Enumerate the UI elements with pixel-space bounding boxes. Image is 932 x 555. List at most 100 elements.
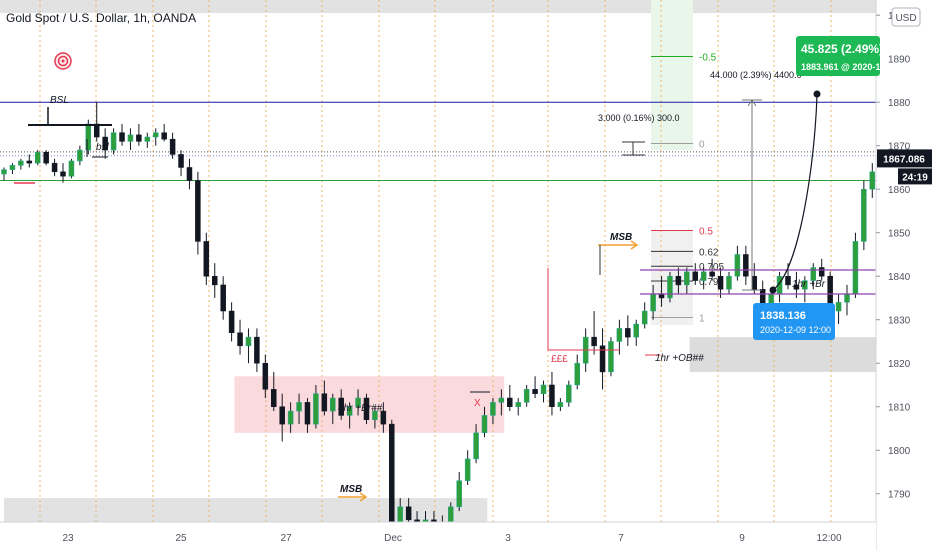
countdown-badge-box [898,168,932,185]
candle-body-14 [119,132,125,142]
candle-82 [692,263,699,285]
candle-27 [228,302,235,342]
candle-body-59 [498,397,505,403]
candle-7 [60,163,66,183]
candle-56 [473,424,479,464]
candle-body-19 [161,132,167,140]
fib-label-0: -0.5 [699,53,717,64]
candle-45 [380,402,387,433]
candle-39 [330,393,336,425]
candle-body-89 [751,275,758,290]
price-axis: 1790 1800 1810 1820 1830 1840 1850 1860 1870 1880… [875,0,932,550]
entry-badge-box [753,303,835,340]
candle-body-61 [515,402,521,407]
countdown-badge: 24:19 [902,172,928,183]
candle-102 [861,180,867,251]
candle-body-29 [245,336,252,347]
chart-title: Gold Spot / U.S. Dollar, 1h, OANDA [6,11,196,25]
current-price-badge-box [877,149,932,168]
price-tick-label-1: 1800 [888,446,911,457]
candle-60 [507,384,513,412]
entry-badge-datetime: 2020-12-09 12:00 [760,325,831,335]
candle-61 [515,398,521,416]
candle-28 [237,319,243,355]
candle-body-67 [566,384,572,403]
candle-62 [523,384,530,407]
candle-body-31 [262,362,269,390]
candle-body-82 [692,271,699,281]
candle-body-42 [355,397,361,407]
candle-body-74 [625,328,631,338]
candle-34 [287,402,294,433]
candle-0 [1,167,7,181]
candle-body-99 [835,302,842,312]
candle-26 [220,276,226,320]
candle-body-13 [110,132,117,151]
candle-30 [254,328,260,372]
candle-35 [296,393,302,425]
candle-body-71 [599,345,606,373]
candle-body-68 [574,362,580,386]
candle-body-3 [26,160,33,164]
candle-65 [549,371,555,416]
candle-8 [68,158,75,179]
candle-25 [212,263,218,298]
price-tick-label-6: 1850 [888,229,911,240]
candle-body-41 [346,406,353,416]
zone-bottom-band [4,498,488,522]
candle-body-80 [675,275,682,286]
currency-badge[interactable]: USD [895,13,916,24]
candle-body-8 [68,160,75,177]
candle-87 [734,245,741,281]
badges-layer: USD 1867.086 24:19 45.825 (2.49%) 1883.961 @… [753,7,932,340]
candle-17 [144,132,151,148]
annotation-5: £££ [551,354,568,365]
candle-body-62 [523,389,530,403]
candle-85 [717,267,724,298]
candle-body-81 [684,271,690,286]
candle-body-37 [313,393,319,425]
candle-95 [802,276,808,303]
time-tick-label-1: 25 [175,533,187,544]
candle-body-57 [481,415,488,434]
candle-body-17 [144,136,151,142]
candle-body-75 [633,323,639,338]
candle-57 [481,406,488,438]
price-tick-label-0: 1790 [888,490,911,501]
candle-103 [869,163,876,198]
candle-body-0 [1,169,7,175]
candle-body-15 [127,134,134,142]
candle-13 [110,128,117,155]
projection-start-dot [769,286,777,294]
candle-32 [271,371,277,412]
candle-body-60 [507,397,513,407]
candle-71 [599,328,606,390]
candle-body-64 [540,384,547,394]
candle-4 [34,150,41,166]
candle-2 [18,158,24,170]
msb-arrowhead-1 [359,492,368,502]
candle-63 [532,376,538,399]
annotations-layer: BSL bsl 4hr +Br## MSB MSB £££ 1hr +OB## 1hr +Br… [50,70,826,495]
currency-badge-box[interactable] [891,7,921,27]
candle-body-66 [557,402,564,407]
annotation-1: bsl [96,142,110,153]
candle-body-32 [271,389,277,407]
candle-38 [321,380,328,416]
projection-end-dot [813,90,821,98]
candle-body-58 [490,402,496,416]
candle-body-35 [296,402,302,412]
candle-15 [127,128,134,151]
projection-badge-change: 45.825 (2.49%) [801,42,883,56]
candle-body-97 [818,267,825,277]
candle-body-11 [93,123,100,138]
candle-body-36 [304,402,311,425]
price-tick-label-4: 1830 [888,316,911,327]
candle-37 [313,384,319,429]
msb-arrowhead-2 [630,240,639,250]
candle-body-20 [169,138,176,155]
zones-layer [0,0,932,522]
candle-66 [557,398,564,412]
